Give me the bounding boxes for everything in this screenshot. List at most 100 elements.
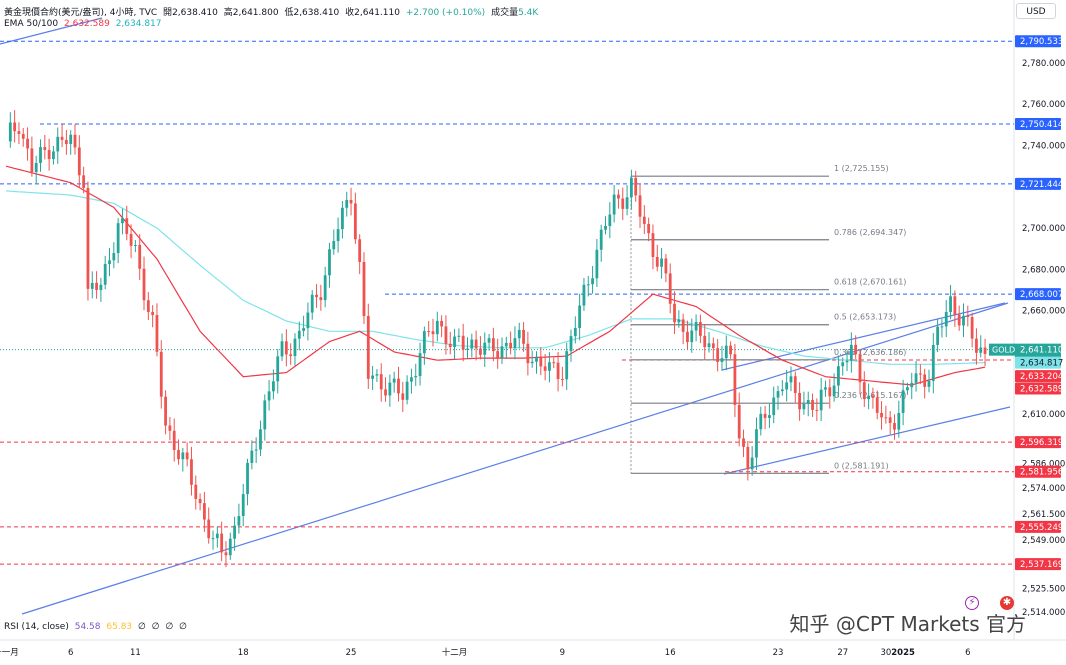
symbol-header: 黃金現價合約(美元/盎司), 4小時, TVC 開2,638.410 高2,64… bbox=[4, 5, 541, 18]
candle-body bbox=[698, 322, 702, 336]
candle-body bbox=[384, 389, 387, 396]
red-level-tag-bg bbox=[1015, 558, 1061, 571]
candle-body bbox=[401, 393, 405, 400]
candle-body bbox=[466, 348, 469, 350]
volume-value: 5.4K bbox=[518, 8, 539, 18]
candle-body bbox=[69, 134, 73, 145]
candle-body bbox=[936, 326, 940, 345]
candle-body bbox=[660, 258, 663, 267]
candle-body bbox=[962, 315, 965, 326]
ema-legend[interactable]: EMA 50/100 2,632.589 2,634.817 bbox=[4, 19, 165, 29]
fib-level-label: 1 (2,725.155) bbox=[834, 164, 889, 173]
candle-body bbox=[621, 198, 625, 209]
symbol-tag-bg bbox=[989, 343, 1015, 356]
rsi-empty-1: ∅ bbox=[138, 622, 146, 632]
candle-body bbox=[112, 253, 116, 261]
candle-body bbox=[172, 430, 176, 451]
candle-body bbox=[970, 317, 974, 339]
candle-body bbox=[837, 366, 840, 386]
candle-body bbox=[918, 373, 922, 375]
ema100-tag: 2,634.817 bbox=[1020, 359, 1063, 369]
candle-body bbox=[26, 138, 29, 149]
candle-body bbox=[228, 538, 232, 556]
rsi-legend[interactable]: RSI (14, close) 54.58 65.83 ∅ ∅ ∅ ∅ bbox=[4, 622, 190, 632]
high-label: 高 bbox=[223, 8, 233, 18]
price-axis-tick: 2,610.000 bbox=[1022, 410, 1065, 420]
candle-body bbox=[535, 356, 538, 362]
candle-body bbox=[64, 139, 68, 145]
candle-body bbox=[73, 134, 77, 148]
candle-body bbox=[828, 387, 832, 397]
candle-body bbox=[849, 344, 853, 361]
candle-body bbox=[582, 284, 586, 306]
candle-body bbox=[793, 376, 797, 393]
candle-body bbox=[241, 494, 245, 517]
blue-level-tag-bg bbox=[1015, 118, 1061, 131]
candle-body bbox=[526, 343, 530, 364]
price-axis-tick: 2,586.000 bbox=[1022, 459, 1065, 469]
price-axis-tick: 2,660.000 bbox=[1022, 307, 1065, 317]
candle-body bbox=[457, 335, 461, 337]
currency-button[interactable]: USD bbox=[1016, 3, 1056, 19]
candle-body bbox=[164, 396, 167, 426]
candle-body bbox=[263, 400, 267, 430]
candle-body bbox=[302, 328, 306, 331]
high-value: 2,641.800 bbox=[232, 8, 279, 18]
red-level-tag: 2,581.956 bbox=[1020, 468, 1063, 478]
candle-body bbox=[435, 320, 439, 335]
candle-body bbox=[479, 348, 482, 355]
candle-body bbox=[82, 175, 86, 188]
candle-body bbox=[405, 381, 409, 400]
candle-body bbox=[280, 341, 284, 357]
candle-body bbox=[703, 335, 707, 348]
candle-body bbox=[125, 218, 129, 234]
candle-body bbox=[448, 343, 452, 348]
candle-body bbox=[39, 147, 42, 164]
ema-value-tag-bg bbox=[1015, 370, 1061, 383]
candle-body bbox=[927, 380, 931, 387]
candle-body bbox=[573, 327, 577, 337]
ema50-value: 2,632.589 bbox=[64, 19, 110, 29]
candle-body bbox=[233, 525, 236, 539]
ema-label: EMA 50/100 bbox=[4, 19, 59, 29]
candle-body bbox=[612, 194, 616, 215]
ema50-tag-bg bbox=[1015, 382, 1061, 395]
candle-body bbox=[759, 413, 763, 430]
candle-body bbox=[556, 362, 560, 380]
candle-body bbox=[159, 351, 163, 397]
channel-line-upper bbox=[721, 302, 1006, 371]
time-axis-label: 2025 bbox=[891, 648, 915, 658]
fib-level-label: 0.5 (2,653.173) bbox=[834, 313, 896, 322]
candle-body bbox=[707, 343, 711, 348]
blue-level-tag-bg bbox=[1015, 288, 1061, 301]
candle-body bbox=[530, 361, 534, 364]
candle-body bbox=[862, 382, 866, 400]
candle-body bbox=[940, 326, 944, 328]
candle-body bbox=[60, 136, 64, 140]
candle-body bbox=[729, 345, 732, 355]
candle-body bbox=[604, 225, 607, 230]
blue-level-tag: 2,790.533 bbox=[1020, 37, 1063, 47]
candle-body bbox=[133, 245, 137, 247]
lightning-icon[interactable]: ⚡ bbox=[965, 596, 979, 610]
fib-level-label: 0.236 (2,615.167) bbox=[834, 391, 906, 400]
candle-body bbox=[8, 122, 12, 142]
candle-body bbox=[914, 373, 918, 383]
candle-body bbox=[768, 415, 771, 418]
time-axis-label: 27 bbox=[837, 648, 848, 658]
candle-body bbox=[677, 319, 681, 323]
time-axis-label: 23 bbox=[773, 648, 784, 658]
time-axis-label: 9 bbox=[560, 648, 565, 658]
flag-icon[interactable]: ✱ bbox=[1000, 596, 1014, 610]
ema100-line bbox=[5, 190, 986, 365]
ema-value-tag: 2,633.204 bbox=[1020, 372, 1063, 382]
candle-body bbox=[944, 311, 948, 327]
candle-body bbox=[99, 284, 103, 290]
last-price-tag: 2,641.110 bbox=[1020, 346, 1063, 356]
time-axis-label: 十二月 bbox=[442, 647, 468, 658]
price-axis-tick: 2,514.000 bbox=[1022, 608, 1065, 618]
time-axis-label: 11 bbox=[130, 648, 141, 658]
candle-body bbox=[366, 316, 370, 379]
candle-body bbox=[220, 533, 224, 553]
